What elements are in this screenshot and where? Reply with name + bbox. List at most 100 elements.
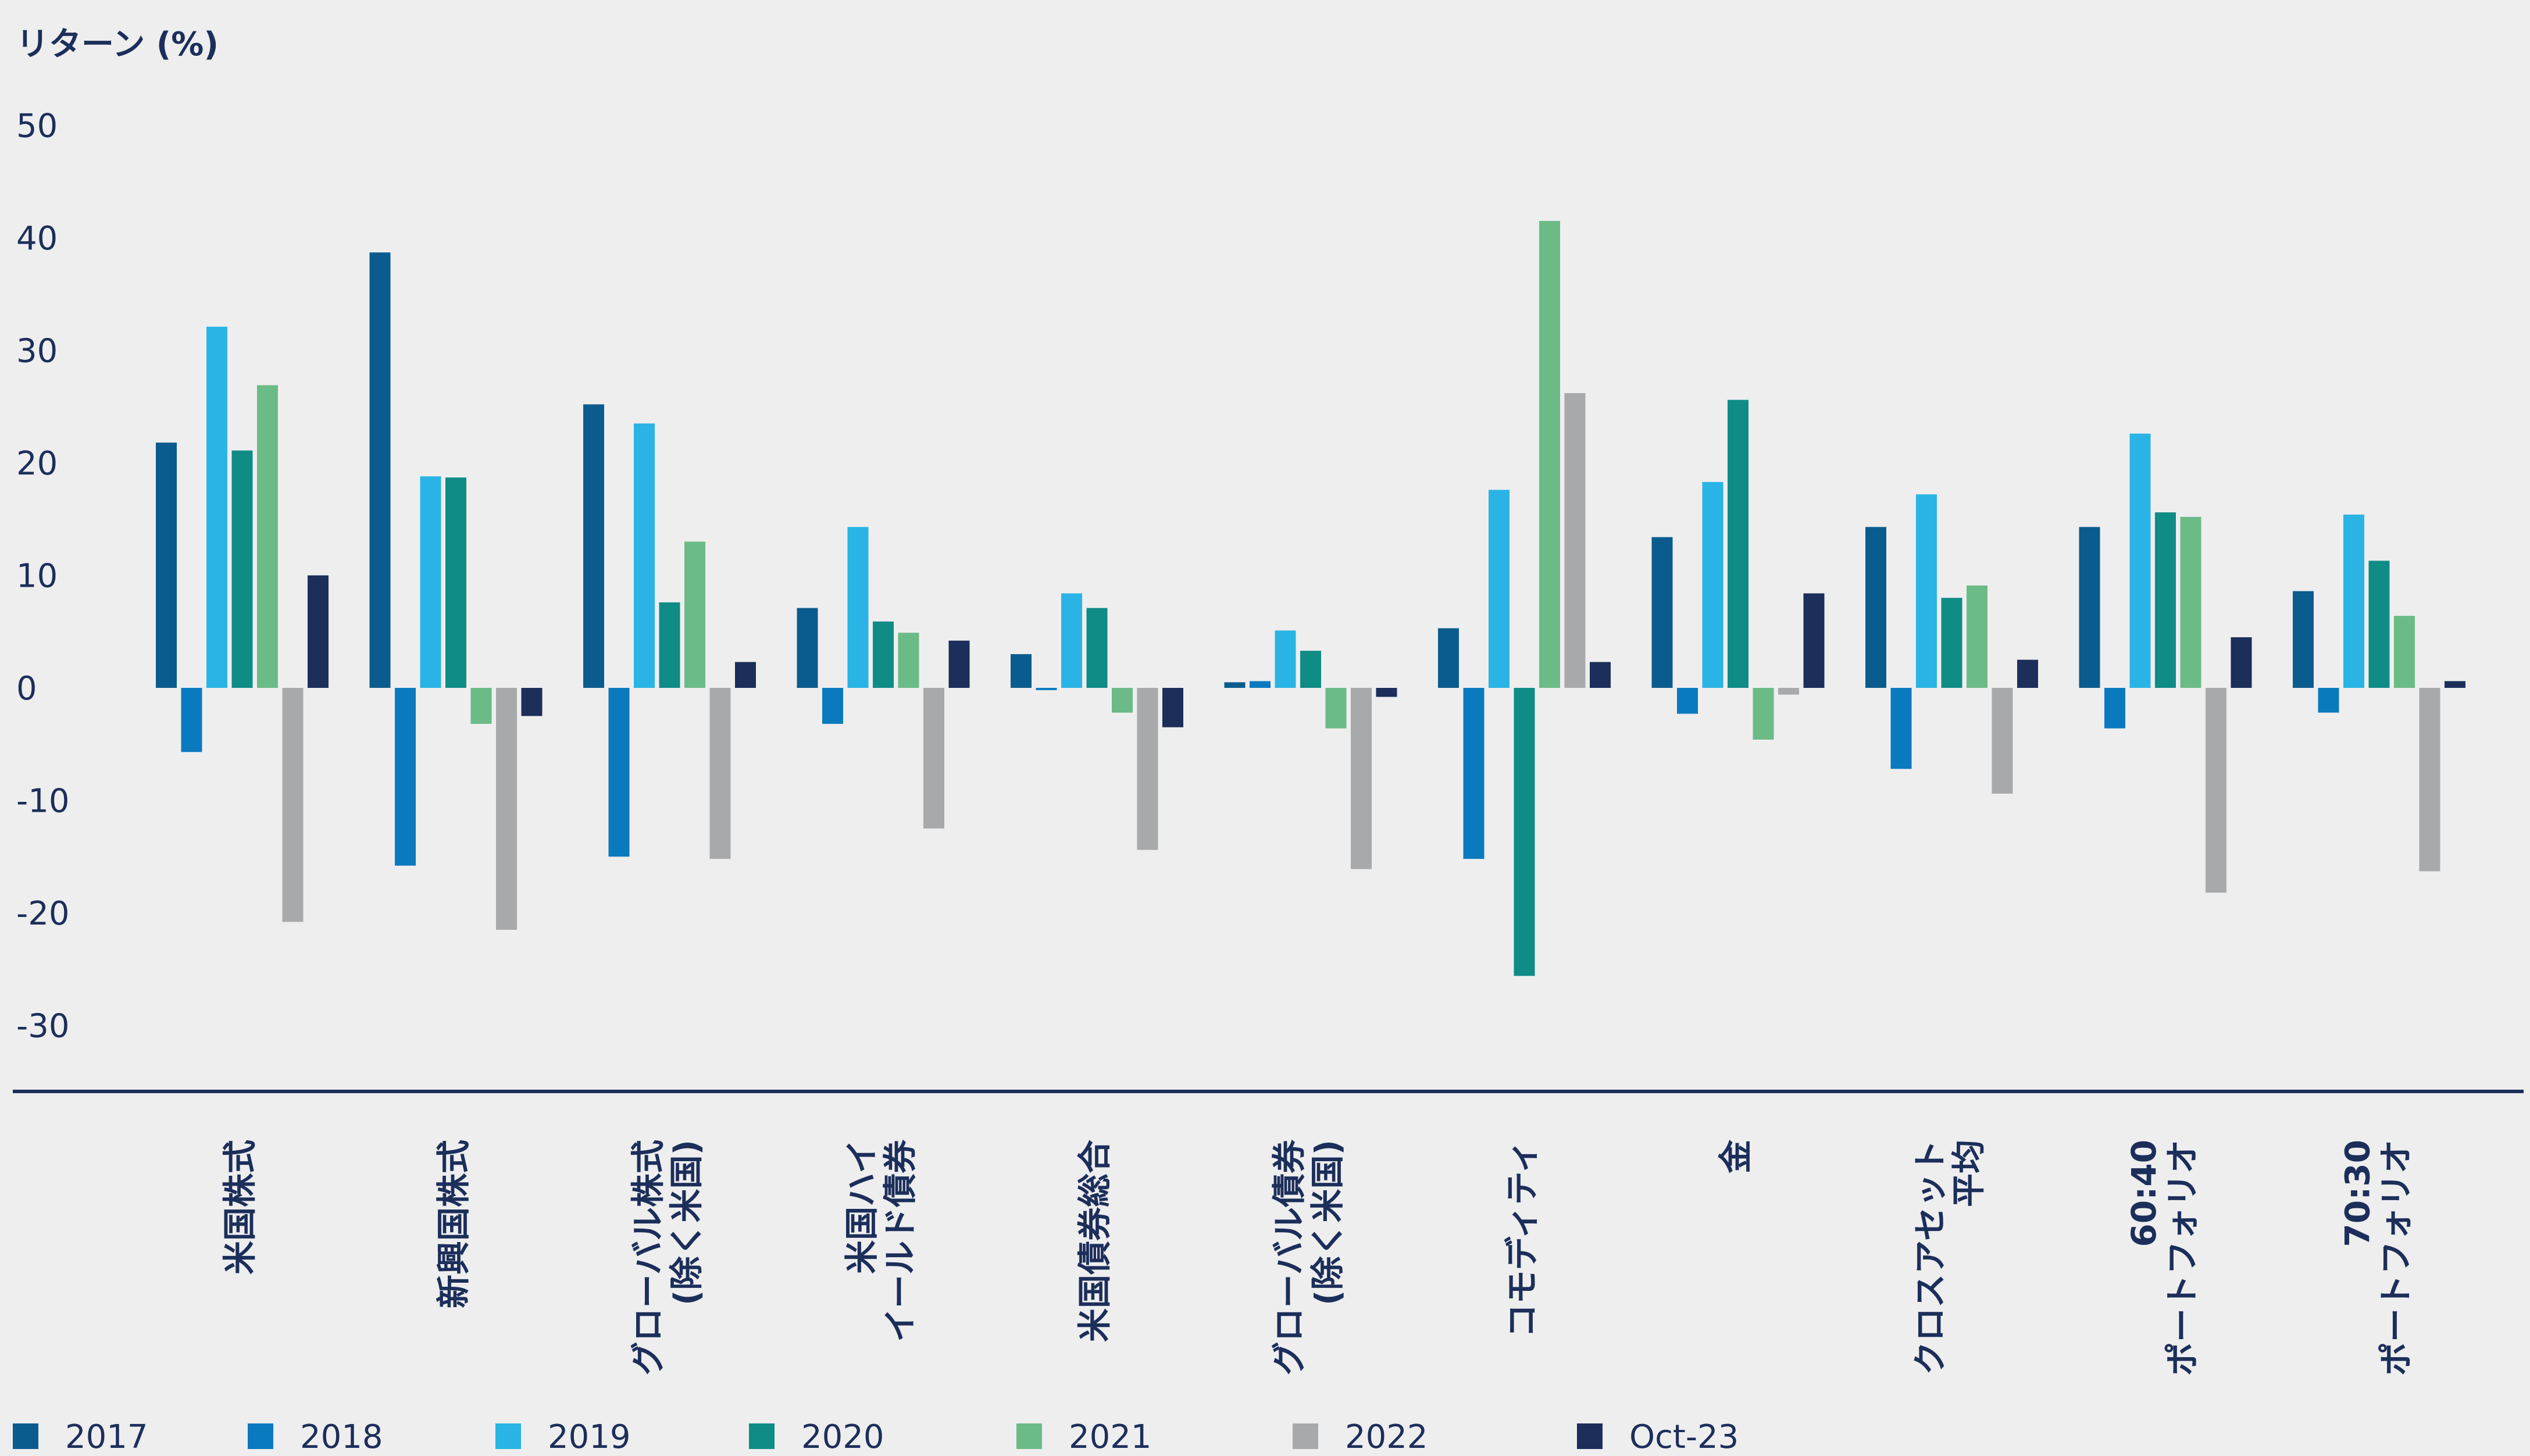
bar: [1865, 527, 1886, 688]
bar: [395, 688, 416, 866]
bar: [2368, 561, 2390, 688]
bar: [470, 688, 492, 724]
legend-label: Oct-23: [1629, 1418, 1739, 1454]
x-tick-label: 米国債券総合: [1075, 1140, 1115, 1342]
bar: [2343, 515, 2364, 688]
bar: [659, 602, 680, 688]
bar: [420, 476, 441, 688]
legend-swatch: [1016, 1423, 1042, 1449]
bar: [1778, 688, 1799, 695]
bar: [1489, 490, 1510, 688]
x-tick-label: コモディティ: [1503, 1140, 1542, 1337]
bar: [206, 326, 227, 688]
bar: [445, 477, 466, 688]
x-tick-label: グローバル債券: [1269, 1139, 1309, 1375]
bar: [2445, 681, 2465, 688]
bar: [2231, 637, 2252, 688]
bar: [2129, 433, 2151, 688]
bar: [1564, 393, 1586, 688]
bar: [684, 541, 705, 688]
x-tick-label: 米国株式: [220, 1140, 260, 1275]
bar: [1137, 688, 1158, 850]
y-tick-label: -20: [16, 895, 69, 933]
legend-swatch: [1577, 1423, 1603, 1449]
x-tick-label: ポートフォリオ: [2163, 1140, 2202, 1376]
bar: [1702, 481, 1723, 688]
bar: [496, 688, 517, 930]
legend-swatch: [495, 1423, 521, 1449]
bar: [2293, 591, 2314, 688]
y-axis-ticks: 50 40 30 20 10 0 -10 -20 -30: [16, 108, 69, 1045]
legend-swatch: [248, 1423, 273, 1449]
bars: [156, 220, 2465, 976]
bar: [1590, 662, 1611, 688]
bar: [2017, 659, 2038, 688]
bar: [1086, 608, 1108, 688]
bar: [1753, 688, 1774, 740]
bar: [231, 450, 253, 688]
y-tick-label: -30: [16, 1008, 69, 1045]
legend-label: 2020: [801, 1418, 884, 1454]
y-axis-title: リターン (%): [16, 26, 219, 63]
y-tick-label: -10: [16, 783, 69, 820]
bar: [1112, 688, 1133, 713]
bar: [1250, 681, 1271, 688]
legend-label: 2021: [1069, 1418, 1152, 1454]
bar: [1890, 688, 1912, 769]
y-tick-label: 50: [16, 108, 58, 145]
bar: [1539, 220, 1560, 688]
bar: [2394, 616, 2415, 688]
legend-label: 2022: [1345, 1418, 1428, 1454]
bar: [948, 640, 970, 688]
bar: [1376, 688, 1397, 697]
bar: [1325, 688, 1347, 729]
bar: [1728, 399, 1748, 688]
bar: [1162, 688, 1183, 727]
bar: [797, 608, 818, 688]
y-tick-label: 10: [16, 558, 58, 595]
bar: [156, 442, 177, 688]
bar: [2318, 688, 2339, 713]
bar: [2180, 516, 2201, 688]
legend: 2017 2018 2019 2020 2021 2022 Oct-23: [13, 1418, 1739, 1456]
bar: [369, 252, 391, 688]
bar: [898, 633, 919, 688]
bar: [1941, 598, 1962, 688]
bar: [1224, 682, 1246, 688]
bar: [1803, 593, 1825, 688]
bar: [257, 385, 278, 688]
bar: [709, 688, 731, 859]
bar: [1438, 628, 1459, 688]
bar: [873, 621, 894, 688]
bar: [1463, 688, 1485, 859]
bar: [1677, 688, 1698, 714]
x-tick-label: (除く米国): [1308, 1140, 1347, 1305]
bar: [923, 688, 944, 829]
bar: [521, 688, 543, 716]
bar: [1351, 688, 1372, 869]
bar: [1300, 651, 1321, 688]
bar: [2079, 527, 2100, 688]
bar: [1275, 630, 1296, 688]
x-tick-label: グローバル株式: [629, 1140, 668, 1375]
bar: [2104, 688, 2125, 729]
bar: [1651, 537, 1673, 688]
legend-swatch: [749, 1423, 775, 1449]
bar: [1514, 688, 1535, 976]
bar: [1967, 585, 1987, 688]
x-tick-label: 平均: [1949, 1140, 1989, 1207]
legend-swatch: [1293, 1423, 1318, 1449]
bar: [822, 688, 843, 724]
bar: [282, 688, 304, 922]
bar: [583, 404, 604, 688]
x-tick-label: 70:30: [2338, 1140, 2378, 1247]
x-tick-label: クロスアセット: [1911, 1140, 1950, 1375]
bar: [847, 527, 869, 688]
legend-swatch: [13, 1423, 38, 1449]
x-tick-label: 金: [1716, 1139, 1755, 1173]
legend-label: 2017: [65, 1418, 148, 1454]
y-tick-label: 40: [16, 220, 58, 258]
bar: [2206, 688, 2226, 893]
